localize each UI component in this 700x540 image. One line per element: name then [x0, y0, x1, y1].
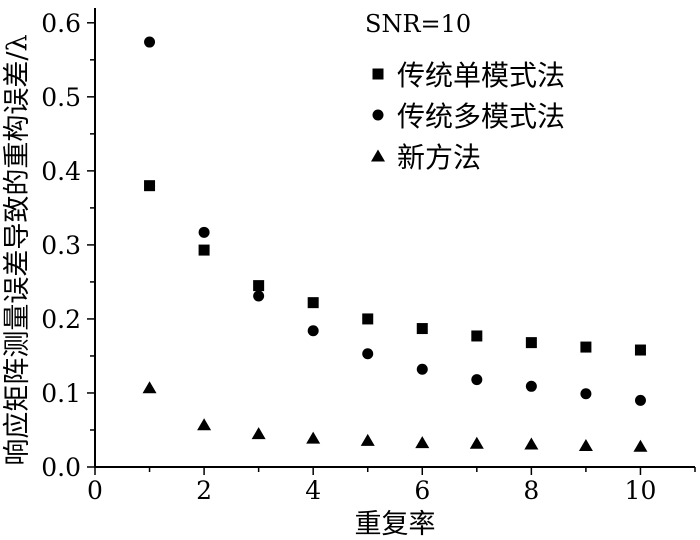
square-point [362, 313, 374, 325]
circle-point [198, 226, 210, 238]
square-point [198, 244, 210, 256]
triangle-point [578, 439, 593, 452]
snr-annotation: SNR=10 [365, 10, 471, 38]
x-tick-label: 4 [305, 476, 321, 505]
circle-point [525, 380, 537, 392]
circle-point [580, 388, 592, 400]
y-tick-label: 0.4 [41, 157, 81, 186]
circle-point [471, 374, 483, 386]
square-point [416, 323, 428, 335]
y-tick-label: 0.5 [41, 83, 81, 112]
legend-triangle-marker [371, 149, 385, 162]
x-tick-label: 8 [523, 476, 539, 505]
x-tick-label: 0 [87, 476, 103, 505]
circle-point [307, 325, 319, 337]
triangle-point [142, 381, 157, 394]
square-point [253, 280, 265, 292]
y-tick-label: 0.6 [41, 9, 81, 38]
square-point [307, 297, 319, 309]
legend-label: 传统多模式法 [397, 100, 565, 133]
circle-point [362, 348, 374, 360]
square-point [525, 337, 537, 349]
x-tick-label: 2 [196, 476, 212, 505]
triangle-point [251, 427, 266, 440]
triangle-point [415, 436, 430, 449]
triangle-point [633, 439, 648, 452]
y-tick-label: 0.1 [41, 379, 81, 408]
y-tick-label: 0.2 [41, 305, 81, 334]
x-axis-title: 重复率 [355, 509, 436, 540]
data-points [142, 36, 648, 452]
axes-frame [94, 8, 695, 468]
legend-label: 新方法 [397, 141, 481, 174]
legend-label: 传统单模式法 [397, 59, 565, 92]
square-point [471, 330, 483, 342]
triangle-point [306, 431, 321, 444]
triangle-point [524, 437, 539, 450]
y-axis-title: 响应矩阵测量误差导致的重构误差/λ [2, 34, 33, 465]
y-tick-label: 0.3 [41, 231, 81, 260]
triangle-point [469, 436, 484, 449]
x-tick-label: 6 [414, 476, 430, 505]
legend-circle-marker [372, 109, 384, 121]
circle-point [634, 394, 646, 406]
triangle-point [360, 433, 375, 446]
legend-square-marker [372, 68, 384, 80]
square-point [634, 344, 646, 356]
circle-point [144, 36, 156, 48]
circle-point [253, 290, 265, 302]
square-point [144, 180, 156, 192]
tick-marks: 0 2 4 6 8 10 0.0 0.1 0.2 0.3 0.4 0.5 0.6 [41, 9, 696, 505]
triangle-point [197, 418, 212, 431]
circle-point [416, 363, 428, 375]
x-tick-label: 10 [625, 476, 657, 505]
square-point [580, 341, 592, 353]
y-tick-label: 0.0 [41, 453, 81, 482]
